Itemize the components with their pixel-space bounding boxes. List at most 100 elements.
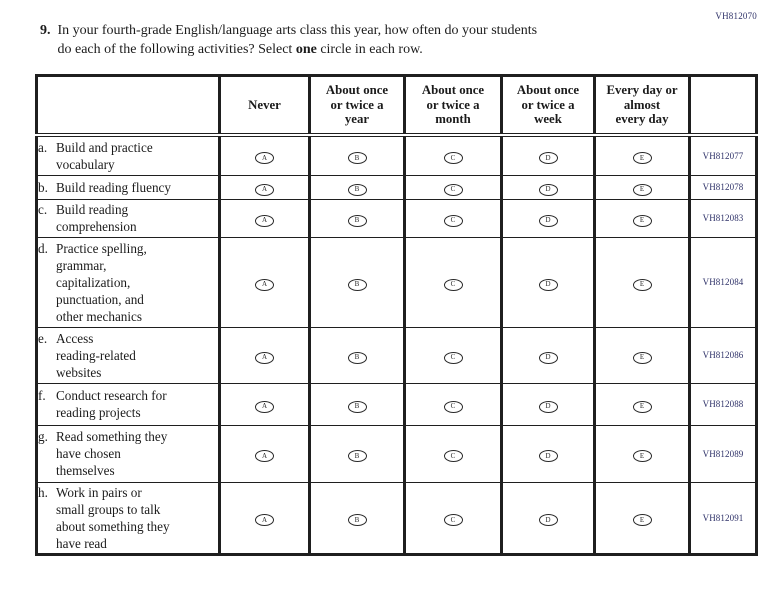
option-bubble-once-twice-year[interactable]: B (347, 400, 367, 413)
question-bold-one: one (295, 42, 317, 57)
option-cell-once-twice-month: C (403, 198, 502, 237)
option-bubble-once-twice-year[interactable]: B (347, 351, 367, 364)
option-cell-once-twice-year: B (308, 198, 405, 237)
option-bubble-once-twice-year[interactable]: B (347, 214, 367, 227)
option-bubble-once-twice-week[interactable]: D (538, 183, 558, 196)
question-text: In your fourth-grade English/language ar… (58, 21, 538, 59)
activity-label: Conduct research for reading projects (56, 388, 167, 420)
activity-cell: f. Conduct research for reading projects (36, 382, 220, 425)
option-bubble-once-twice-week[interactable]: D (538, 514, 558, 526)
option-bubble-once-twice-month[interactable]: C (443, 152, 463, 165)
option-cell-once-twice-month: C (403, 382, 502, 425)
row-letter: e. (38, 330, 48, 346)
option-bubble-once-twice-month[interactable]: C (443, 400, 463, 413)
row-code: VH812078 (688, 174, 757, 199)
option-bubble-never[interactable]: A (255, 514, 274, 526)
option-bubble-never[interactable]: A (255, 278, 274, 291)
option-cell-every-day: E (593, 382, 690, 425)
option-bubble-once-twice-week[interactable]: D (538, 450, 558, 462)
option-bubble-once-twice-year[interactable]: B (347, 278, 367, 291)
option-cell-never: A (218, 198, 310, 237)
question-block: 9. In your fourth-grade English/language… (40, 21, 688, 59)
option-cell-every-day: E (593, 481, 690, 554)
option-bubble-every-day[interactable]: E (632, 183, 652, 196)
option-cell-once-twice-year: B (308, 424, 405, 482)
option-bubble-once-twice-week[interactable]: D (538, 278, 558, 291)
option-bubble-once-twice-year[interactable]: B (347, 183, 367, 196)
option-cell-once-twice-month: C (403, 424, 502, 482)
option-bubble-never[interactable]: A (255, 400, 274, 413)
table-row-b: b. Build reading fluency A B C D E VH812… (36, 174, 757, 199)
option-cell-never: A (218, 174, 310, 199)
row-code: VH812091 (688, 481, 757, 554)
option-bubble-once-twice-month[interactable]: C (443, 450, 463, 462)
activity-label: Read something they have chosen themselv… (56, 429, 168, 478)
option-cell-once-twice-year: B (308, 326, 405, 383)
option-bubble-never[interactable]: A (255, 450, 274, 462)
activity-cell: d. Practice spelling, grammar, capitaliz… (36, 236, 220, 327)
header-row: Never About once or twice a year About o… (36, 75, 757, 137)
option-bubble-once-twice-year[interactable]: B (347, 514, 367, 526)
question-line1: In your fourth-grade English/language ar… (57, 23, 538, 38)
option-bubble-once-twice-month[interactable]: C (443, 214, 463, 227)
option-bubble-once-twice-year[interactable]: B (347, 152, 367, 165)
row-code: VH812086 (688, 326, 757, 383)
table-row-d: d. Practice spelling, grammar, capitaliz… (36, 236, 757, 327)
option-cell-never: A (218, 424, 310, 482)
option-cell-once-twice-week: D (500, 382, 595, 425)
activity-cell: b. Build reading fluency (36, 174, 220, 199)
option-bubble-every-day[interactable]: E (632, 278, 652, 291)
option-cell-every-day: E (593, 198, 690, 237)
option-cell-once-twice-week: D (500, 326, 595, 383)
row-code: VH812077 (688, 134, 757, 175)
activity-label: Access reading-related websites (56, 330, 136, 380)
option-bubble-once-twice-week[interactable]: D (538, 214, 558, 227)
option-cell-never: A (218, 134, 310, 175)
activity-cell: a. Build and practice vocabulary (36, 134, 220, 175)
column-header-once-twice-week: About once or twice a week (500, 75, 595, 137)
page-item-code: VH812070 (715, 11, 757, 21)
option-bubble-every-day[interactable]: E (632, 514, 652, 526)
option-bubble-every-day[interactable]: E (632, 214, 652, 227)
option-bubble-every-day[interactable]: E (632, 400, 652, 413)
table-row-c: c. Build reading comprehension A B C D E… (36, 198, 757, 237)
row-letter: b. (38, 179, 48, 195)
option-bubble-every-day[interactable]: E (632, 152, 652, 165)
option-cell-once-twice-year: B (308, 481, 405, 554)
option-cell-never: A (218, 236, 310, 327)
option-bubble-never[interactable]: A (255, 351, 274, 364)
option-cell-once-twice-month: C (403, 174, 502, 199)
row-code: VH812083 (688, 198, 757, 237)
option-bubble-never[interactable]: A (255, 214, 274, 227)
activity-cell: h. Work in pairs or small groups to talk… (36, 481, 220, 554)
option-bubble-once-twice-week[interactable]: D (538, 351, 558, 364)
option-cell-once-twice-month: C (403, 481, 502, 554)
option-bubble-once-twice-week[interactable]: D (538, 152, 558, 165)
option-bubble-never[interactable]: A (255, 152, 274, 165)
option-bubble-once-twice-month[interactable]: C (443, 514, 463, 526)
activity-label: Work in pairs or small groups to talk ab… (56, 484, 170, 551)
option-bubble-once-twice-month[interactable]: C (443, 351, 463, 364)
activity-label: Build and practice vocabulary (56, 139, 153, 172)
table-row-h: h. Work in pairs or small groups to talk… (36, 481, 757, 554)
option-cell-once-twice-month: C (403, 236, 502, 327)
option-bubble-once-twice-year[interactable]: B (347, 450, 367, 462)
question-number: 9. (40, 23, 51, 38)
option-bubble-every-day[interactable]: E (632, 450, 652, 462)
option-bubble-every-day[interactable]: E (632, 351, 652, 364)
activity-label: Build reading fluency (56, 179, 171, 195)
option-bubble-once-twice-month[interactable]: C (443, 183, 463, 196)
code-column-header (688, 75, 757, 137)
option-bubble-once-twice-month[interactable]: C (443, 278, 463, 291)
option-bubble-never[interactable]: A (255, 183, 274, 196)
option-cell-never: A (218, 481, 310, 554)
row-letter: a. (38, 139, 48, 155)
row-letter: g. (38, 429, 48, 444)
activity-cell: c. Build reading comprehension (36, 198, 220, 237)
option-cell-once-twice-week: D (500, 198, 595, 237)
option-cell-never: A (218, 382, 310, 425)
table-row-e: e. Access reading-related websites A B C… (36, 326, 757, 383)
option-bubble-once-twice-week[interactable]: D (538, 400, 558, 413)
option-cell-once-twice-week: D (500, 174, 595, 199)
